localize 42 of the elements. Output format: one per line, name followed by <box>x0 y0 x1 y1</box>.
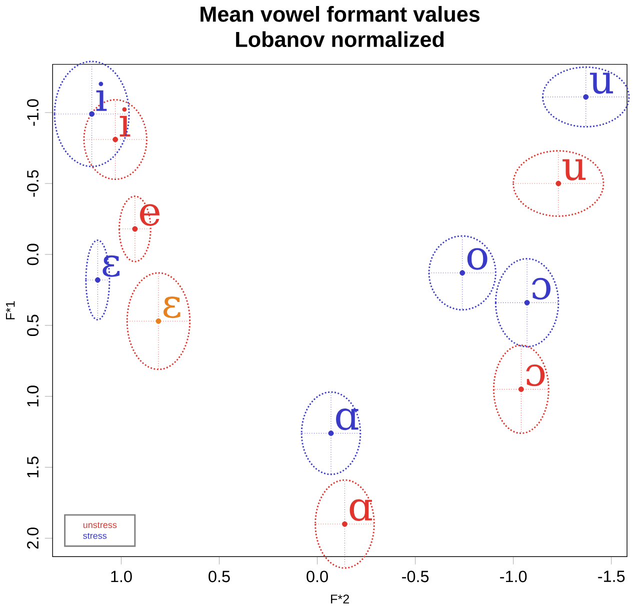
point <box>583 94 589 100</box>
data-label: u <box>562 159 586 180</box>
data-label: i <box>96 82 107 111</box>
x-tick-label: -0.5 <box>402 570 429 582</box>
data-label: ɛ <box>102 255 120 277</box>
x-tick-label: -1.0 <box>500 570 527 582</box>
data-label: o <box>467 248 488 270</box>
text: stress <box>83 532 107 539</box>
data-label: ɔ <box>526 364 545 386</box>
y-axis-title: F*1 <box>6 301 15 320</box>
x-tick-label: 0.0 <box>306 570 328 582</box>
point <box>556 180 562 186</box>
point <box>95 277 100 282</box>
y-tick-label: -0.5 <box>27 170 39 197</box>
data-label: ɛ <box>163 296 180 318</box>
chart-title: Mean vowel formant values <box>200 6 480 22</box>
point <box>112 136 118 142</box>
x-axis-title: F*2 <box>331 594 350 604</box>
point <box>342 521 348 527</box>
data-label: u <box>590 72 614 94</box>
point <box>524 300 530 306</box>
data-label: i <box>120 107 130 136</box>
x-tick-label: 1.0 <box>111 570 132 582</box>
y-tick-label: 1.5 <box>27 456 39 478</box>
chart-subtitle: Lobanov normalized <box>236 31 444 47</box>
data-label: ɔ <box>532 278 550 300</box>
y-tick-label: -1.0 <box>27 98 39 126</box>
x-tick-label: 0.5 <box>208 570 230 582</box>
point <box>132 226 138 232</box>
data-label: e <box>140 204 160 226</box>
text: unstress <box>83 522 117 528</box>
point <box>518 386 524 392</box>
point <box>89 111 95 116</box>
data-label: ɑ <box>336 408 358 430</box>
point <box>328 430 334 436</box>
y-tick-label: 0.0 <box>27 244 39 265</box>
point <box>156 318 162 324</box>
y-tick-label: 2.0 <box>27 527 39 548</box>
y-tick-label: 1.0 <box>27 385 39 406</box>
data-label: ɑ <box>350 499 372 521</box>
x-tick-label: -1.5 <box>598 570 625 582</box>
y-tick-label: 0.5 <box>27 314 39 336</box>
